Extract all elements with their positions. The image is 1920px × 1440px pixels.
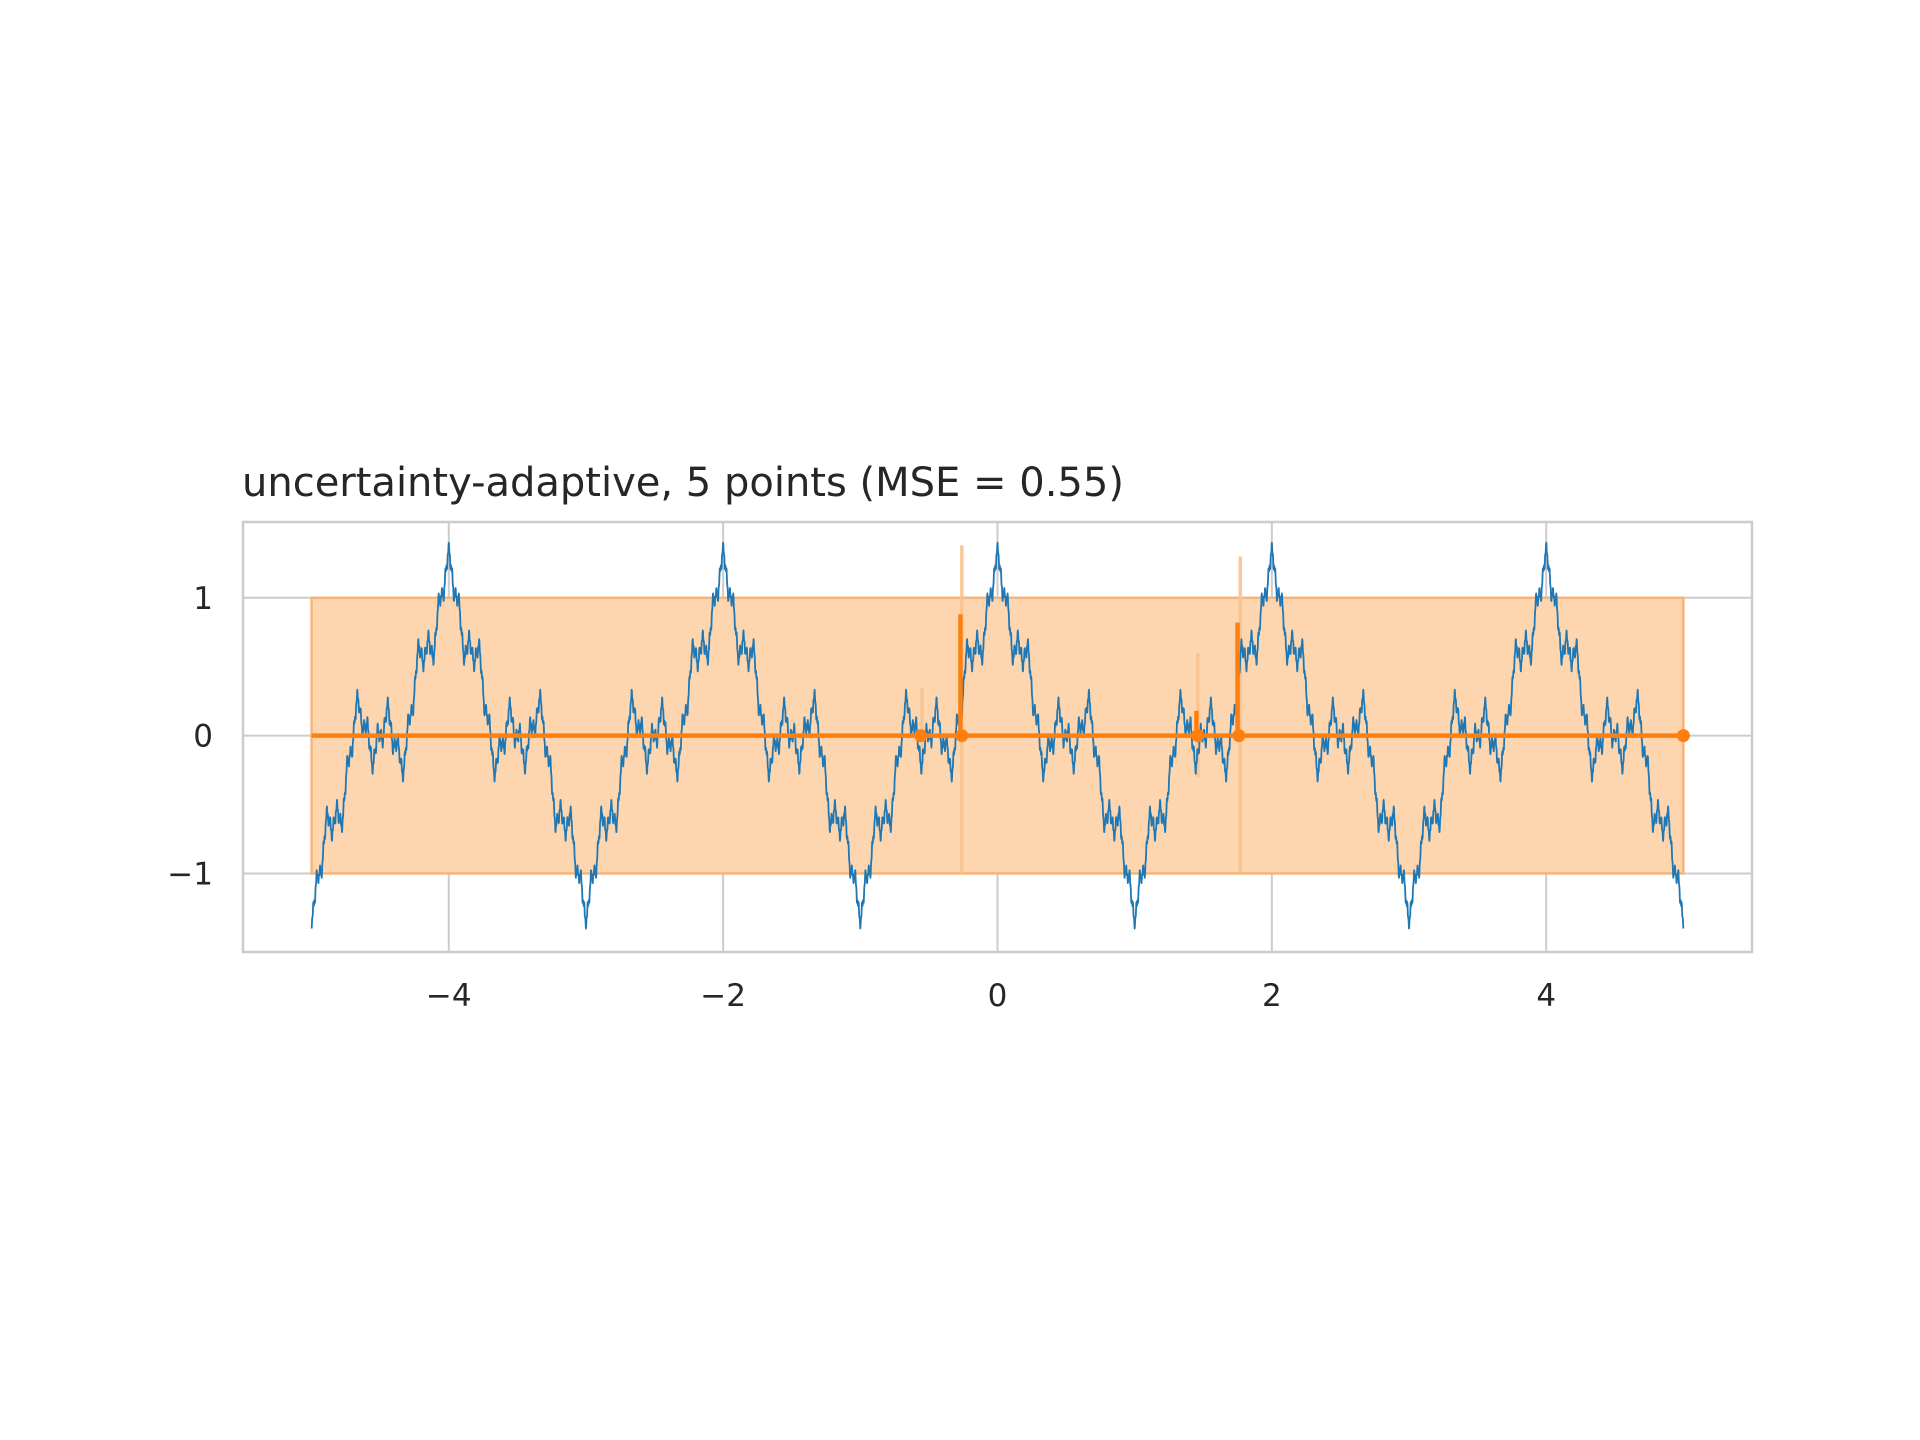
y-tick-label: −1 [167, 856, 213, 892]
sample-point [955, 729, 969, 743]
y-tick-label: 0 [193, 719, 213, 755]
plot-frame [241, 520, 1754, 954]
x-tick-label: 2 [1262, 978, 1282, 1014]
sample-points [914, 729, 1690, 743]
true-function-series [310, 541, 1685, 930]
chart-title: uncertainty-adaptive, 5 points (MSE = 0.… [242, 460, 1124, 506]
sample-point [914, 729, 928, 743]
sample-point [1232, 729, 1246, 743]
x-tick-label: 0 [988, 978, 1008, 1014]
x-axis: −4 −2 0 2 4 [426, 978, 1556, 1014]
x-tick-label: 4 [1536, 978, 1556, 1014]
x-tick-label: −2 [700, 978, 746, 1014]
sample-point [1676, 729, 1690, 743]
y-tick-label: 1 [193, 581, 213, 617]
sample-point [1191, 729, 1205, 743]
x-tick-label: −4 [426, 978, 472, 1014]
y-axis: −1 0 1 [167, 581, 213, 893]
true-function-line [310, 541, 1685, 930]
